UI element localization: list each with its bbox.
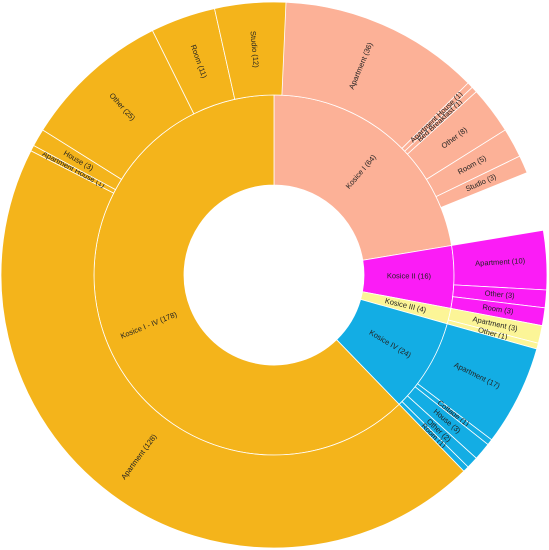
outer-wedge: [435, 155, 528, 209]
outer-wedge: [214, 1, 287, 100]
segment-label: Studio (12): [249, 31, 261, 69]
segment-label: Other (3): [484, 289, 515, 301]
segment-label: Kosice II (16): [387, 271, 432, 280]
segment-label: Apartment (10): [475, 256, 526, 268]
outer-wedge: [0, 150, 465, 549]
